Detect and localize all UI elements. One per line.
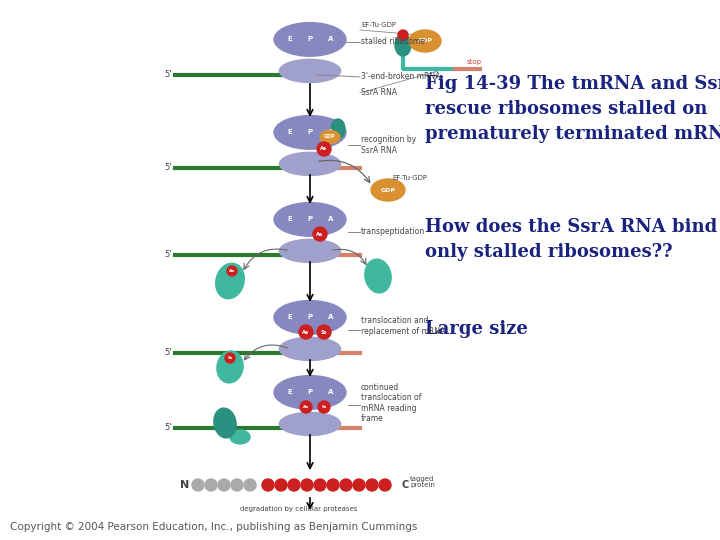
Text: E: E [287, 217, 292, 222]
Circle shape [225, 353, 235, 363]
Circle shape [317, 325, 331, 339]
Circle shape [379, 479, 391, 491]
Text: 5': 5' [164, 70, 172, 79]
Text: GDP: GDP [380, 187, 395, 192]
Text: translocation and
replacement of mRNA: translocation and replacement of mRNA [361, 316, 445, 336]
Text: Ss: Ss [321, 405, 327, 409]
Ellipse shape [279, 59, 341, 83]
Ellipse shape [279, 152, 341, 176]
Ellipse shape [216, 263, 244, 299]
Circle shape [288, 479, 300, 491]
Ellipse shape [320, 131, 340, 144]
Text: A: A [328, 314, 333, 320]
Text: C: C [401, 480, 409, 490]
Text: P: P [307, 217, 312, 222]
Circle shape [327, 479, 339, 491]
Text: tagged
protein: tagged protein [410, 476, 435, 489]
Text: A: A [328, 217, 333, 222]
Circle shape [244, 479, 256, 491]
Text: N: N [181, 480, 189, 490]
Text: transpeptidation: transpeptidation [361, 227, 426, 237]
Text: recognition by
SsrA RNA: recognition by SsrA RNA [361, 136, 416, 154]
Text: Ss: Ss [228, 356, 233, 360]
Circle shape [398, 30, 408, 40]
Ellipse shape [274, 376, 346, 409]
Circle shape [318, 401, 330, 413]
Ellipse shape [279, 338, 341, 361]
Text: Aa: Aa [303, 405, 309, 409]
Ellipse shape [214, 408, 236, 438]
Text: A: A [328, 36, 333, 43]
Circle shape [300, 401, 312, 413]
Circle shape [340, 479, 352, 491]
Text: E: E [287, 314, 292, 320]
Text: 3'-end-broken mRNA: 3'-end-broken mRNA [361, 72, 441, 82]
Text: E: E [287, 36, 292, 43]
Text: How does the SsrA RNA bind to
only stalled ribosomes??: How does the SsrA RNA bind to only stall… [425, 218, 720, 261]
Ellipse shape [217, 351, 243, 383]
Ellipse shape [331, 119, 345, 139]
Ellipse shape [274, 116, 346, 149]
Text: A: A [328, 130, 333, 136]
Circle shape [227, 266, 237, 276]
Circle shape [231, 479, 243, 491]
Ellipse shape [274, 202, 346, 236]
Text: P: P [307, 314, 312, 320]
Text: continued
translocation of
mRNA reading
frame: continued translocation of mRNA reading … [361, 383, 421, 423]
Circle shape [317, 142, 331, 156]
Text: 5': 5' [164, 423, 172, 433]
Text: SsrA RNA: SsrA RNA [361, 89, 397, 97]
Ellipse shape [409, 30, 441, 52]
Text: A: A [328, 389, 333, 395]
Circle shape [262, 479, 274, 491]
Text: stop: stop [467, 59, 482, 65]
Ellipse shape [371, 179, 405, 201]
Text: 5': 5' [164, 251, 172, 259]
Text: 5': 5' [164, 164, 172, 172]
Circle shape [313, 227, 327, 241]
Text: P: P [307, 130, 312, 136]
Circle shape [353, 479, 365, 491]
Text: Aa: Aa [229, 269, 235, 273]
Text: 5': 5' [164, 348, 172, 357]
Text: EF-Tu·GDP: EF-Tu·GDP [392, 175, 427, 181]
Circle shape [314, 479, 326, 491]
Text: GDP: GDP [324, 134, 336, 139]
Circle shape [301, 479, 313, 491]
Circle shape [218, 479, 230, 491]
Text: Aa: Aa [302, 329, 310, 334]
Ellipse shape [274, 23, 346, 56]
Text: Copyright © 2004 Pearson Education, Inc., publishing as Benjamin Cummings: Copyright © 2004 Pearson Education, Inc.… [10, 522, 418, 532]
Text: P: P [307, 389, 312, 395]
Ellipse shape [274, 301, 346, 334]
Text: E: E [287, 389, 292, 395]
Text: degradation by cellular proteases: degradation by cellular proteases [240, 506, 357, 512]
Text: E: E [287, 130, 292, 136]
Text: Aa: Aa [316, 232, 323, 237]
Text: Large size: Large size [425, 320, 528, 338]
Text: Ss: Ss [321, 329, 327, 334]
Text: Aa: Aa [320, 146, 328, 152]
Circle shape [192, 479, 204, 491]
Text: GDP: GDP [418, 38, 433, 44]
Text: EF-Tu·GDP: EF-Tu·GDP [361, 22, 396, 28]
Ellipse shape [279, 413, 341, 435]
Text: Fig 14-39 The tmRNA and SsrA
rescue ribosomes stalled on
prematurely terminated : Fig 14-39 The tmRNA and SsrA rescue ribo… [425, 75, 720, 143]
Circle shape [205, 479, 217, 491]
Ellipse shape [279, 239, 341, 262]
Circle shape [366, 479, 378, 491]
Circle shape [299, 325, 313, 339]
Ellipse shape [395, 34, 411, 56]
Circle shape [275, 479, 287, 491]
Ellipse shape [365, 259, 391, 293]
Ellipse shape [230, 430, 250, 444]
Text: P: P [307, 36, 312, 43]
Text: stalled ribosome: stalled ribosome [361, 37, 425, 46]
